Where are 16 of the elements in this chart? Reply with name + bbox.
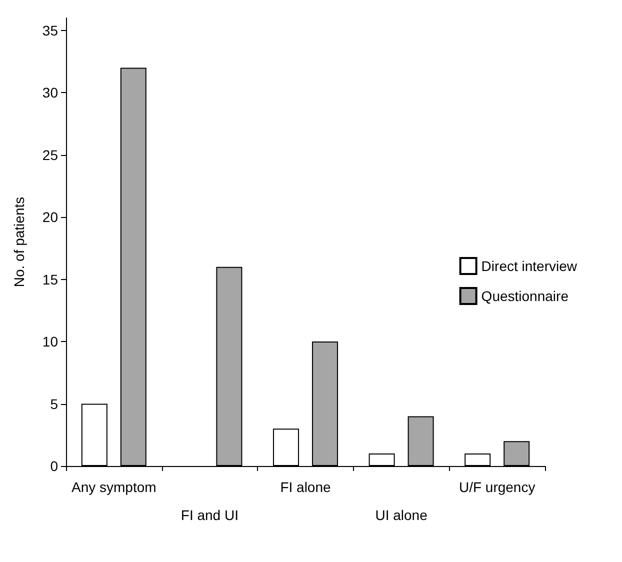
x-tick-label: Any symptom	[71, 479, 156, 495]
y-tick-label: 30	[42, 84, 58, 101]
y-tick-label: 25	[42, 146, 58, 163]
y-tick-label: 20	[42, 209, 58, 226]
x-tick-label: UI alone	[375, 507, 428, 523]
y-tick-label: 0	[50, 458, 58, 474]
y-tick-label: 35	[42, 22, 58, 38]
y-tick-label: 5	[50, 396, 58, 412]
x-tick-label: U/F urgency	[458, 479, 536, 495]
legend-label: Questionnaire	[481, 288, 569, 304]
x-tick-label: FI alone	[280, 479, 332, 495]
y-tick-label: 15	[42, 271, 58, 288]
y-axis-title: No. of patients	[11, 196, 27, 288]
legend-label: Direct interview	[481, 258, 578, 274]
x-tick-label: FI and UI	[180, 507, 238, 523]
y-tick-label: 10	[42, 334, 58, 350]
